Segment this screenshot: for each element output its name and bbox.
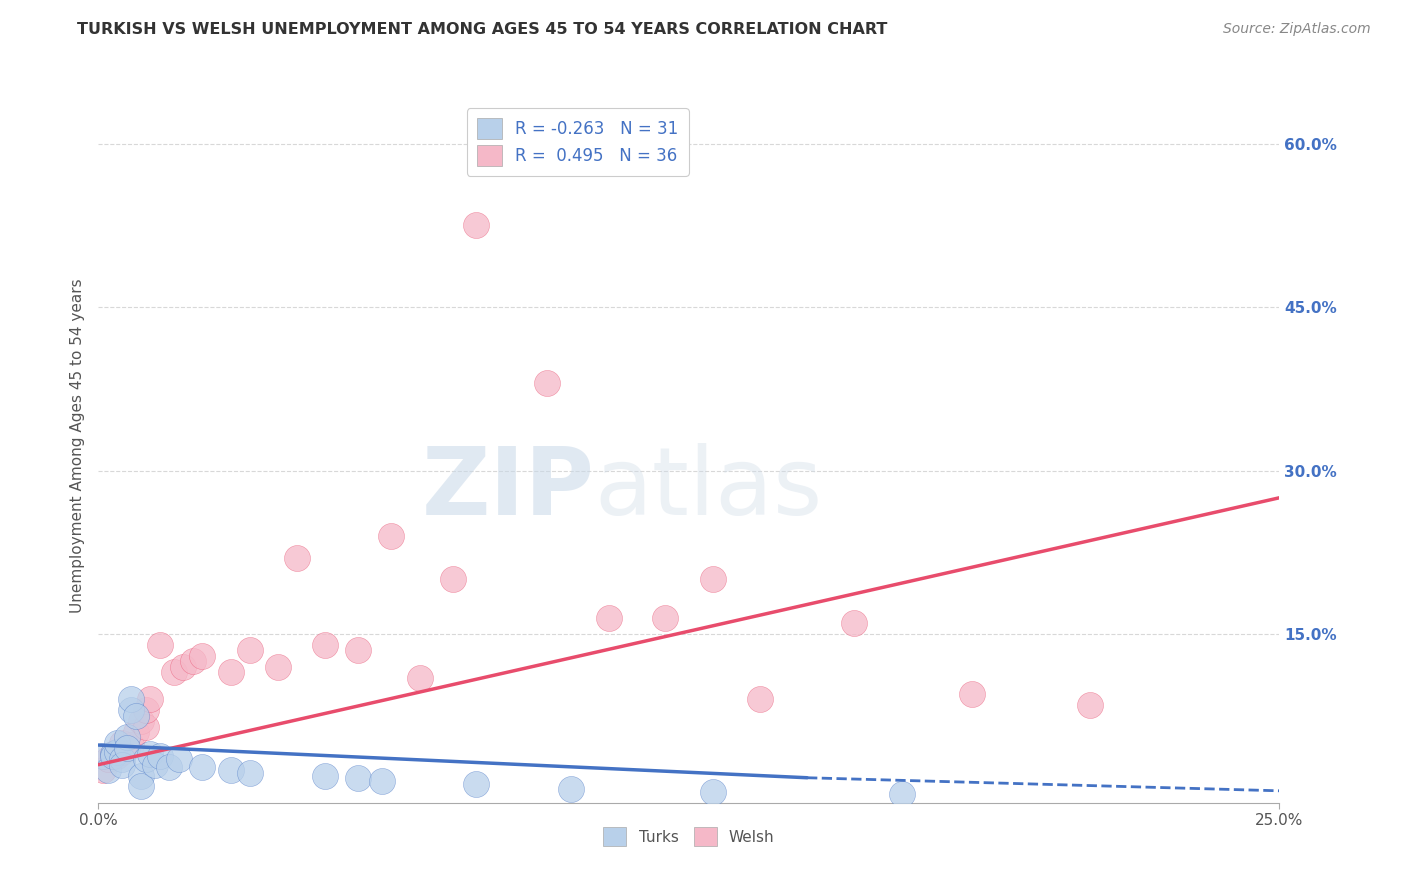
Point — [129, 780, 152, 794]
Point — [465, 219, 488, 233]
Text: atlas: atlas — [595, 442, 823, 535]
Point — [143, 757, 166, 772]
Point — [191, 760, 214, 774]
Point — [347, 643, 370, 657]
Point — [105, 736, 128, 750]
Point — [191, 648, 214, 663]
Point — [101, 747, 124, 761]
Point — [111, 757, 134, 772]
Point — [121, 738, 143, 752]
Point — [121, 703, 143, 717]
Point — [702, 573, 724, 587]
Point — [111, 752, 134, 766]
Point — [267, 659, 290, 673]
Point — [1080, 698, 1102, 712]
Point — [105, 745, 128, 759]
Point — [125, 708, 148, 723]
Point — [129, 768, 152, 782]
Point — [111, 745, 134, 759]
Point — [441, 573, 464, 587]
Point — [172, 659, 194, 673]
Point — [135, 752, 157, 766]
Point — [125, 725, 148, 739]
Point — [91, 748, 114, 763]
Point — [239, 766, 262, 780]
Point — [844, 615, 866, 630]
Point — [239, 643, 262, 657]
Point — [139, 747, 162, 761]
Point — [314, 768, 336, 782]
Point — [702, 785, 724, 799]
Point — [101, 748, 124, 763]
Legend: Turks, Welsh: Turks, Welsh — [598, 822, 780, 852]
Point — [219, 665, 242, 679]
Point — [149, 748, 172, 763]
Text: TURKISH VS WELSH UNEMPLOYMENT AMONG AGES 45 TO 54 YEARS CORRELATION CHART: TURKISH VS WELSH UNEMPLOYMENT AMONG AGES… — [77, 22, 887, 37]
Point — [465, 777, 488, 791]
Point — [105, 748, 128, 763]
Point — [97, 763, 120, 777]
Point — [560, 781, 582, 796]
Point — [111, 736, 134, 750]
Point — [536, 376, 558, 391]
Point — [347, 771, 370, 785]
Point — [129, 714, 152, 728]
Point — [654, 610, 676, 624]
Point — [135, 720, 157, 734]
Point — [219, 763, 242, 777]
Text: ZIP: ZIP — [422, 442, 595, 535]
Point — [748, 692, 770, 706]
Point — [408, 671, 430, 685]
Point — [115, 731, 138, 745]
Point — [598, 610, 620, 624]
Point — [285, 550, 308, 565]
Point — [91, 763, 114, 777]
Point — [115, 741, 138, 756]
Point — [139, 692, 162, 706]
Point — [135, 703, 157, 717]
Point — [121, 692, 143, 706]
Y-axis label: Unemployment Among Ages 45 to 54 years: Unemployment Among Ages 45 to 54 years — [69, 278, 84, 614]
Point — [371, 774, 394, 789]
Point — [167, 752, 190, 766]
Point — [314, 638, 336, 652]
Point — [962, 687, 984, 701]
Point — [149, 638, 172, 652]
Point — [157, 760, 180, 774]
Point — [163, 665, 186, 679]
Text: Source: ZipAtlas.com: Source: ZipAtlas.com — [1223, 22, 1371, 37]
Point — [115, 741, 138, 756]
Point — [380, 529, 402, 543]
Point — [890, 787, 912, 801]
Point — [101, 747, 124, 761]
Point — [97, 752, 120, 766]
Point — [181, 654, 204, 668]
